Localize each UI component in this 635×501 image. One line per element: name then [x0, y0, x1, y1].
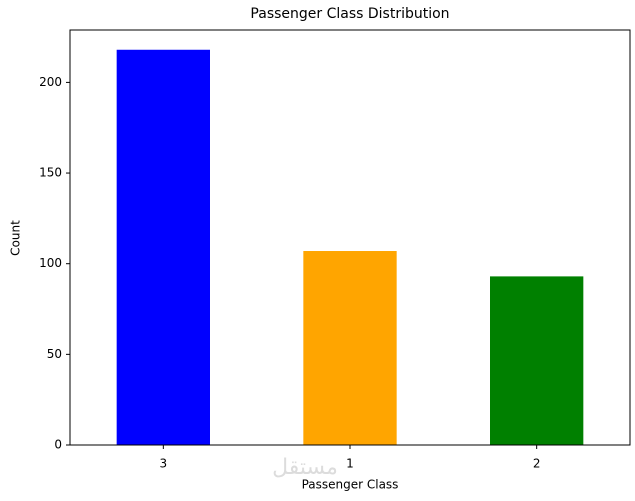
watermark: مستقل	[272, 455, 338, 480]
y-tick-label: 50	[47, 347, 62, 361]
y-tick-label: 0	[54, 438, 62, 452]
chart-title: Passenger Class Distribution	[250, 6, 449, 22]
y-tick-label: 200	[39, 75, 62, 89]
x-tick-label: 1	[346, 457, 354, 471]
bar	[490, 276, 584, 445]
x-axis-label: Passenger Class	[302, 478, 399, 492]
y-axis-label: Count	[9, 220, 23, 256]
y-tick-label: 100	[39, 256, 62, 270]
x-tick-label: 3	[160, 457, 168, 471]
bar	[303, 251, 397, 445]
bar	[116, 49, 210, 446]
plot-frame	[69, 29, 631, 446]
x-tick-label: 2	[533, 457, 541, 471]
y-tick-label: 150	[39, 166, 62, 180]
